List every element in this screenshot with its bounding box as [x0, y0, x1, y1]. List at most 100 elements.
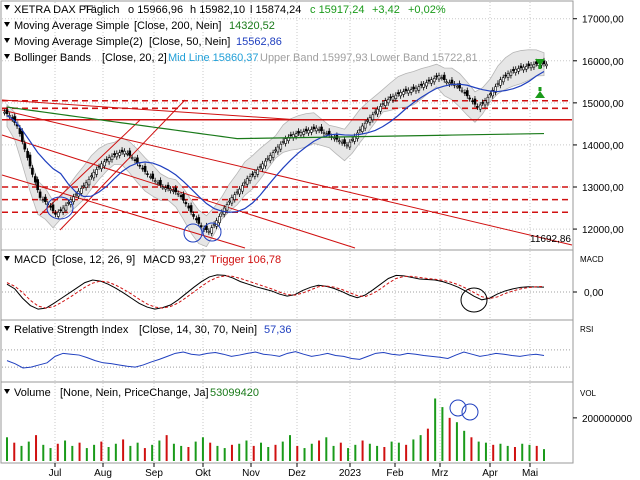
- candle-body: [430, 79, 433, 84]
- candle-body: [532, 63, 536, 68]
- candle-body: [161, 186, 165, 189]
- sma200-params: [Close, 200, Nein]: [134, 20, 221, 32]
- candle-body: [386, 99, 390, 104]
- svg-text:l 15874,24: l 15874,24: [250, 4, 301, 16]
- candle-body: [284, 138, 287, 144]
- candle-body: [230, 197, 234, 204]
- arrow-up-icon: [535, 91, 545, 98]
- candle-body: [455, 85, 459, 88]
- collapse-triangle-icon[interactable]: [4, 5, 10, 10]
- candle-body: [245, 178, 249, 185]
- candle-body: [51, 204, 55, 212]
- macd-tick-label: 0,00: [584, 288, 604, 299]
- candle-body: [31, 167, 34, 175]
- candle-body: [159, 179, 162, 186]
- bollinger-upper-value: 15997,93: [322, 52, 368, 64]
- sma50-label: Moving Average Simple(2): [14, 36, 143, 48]
- candle-body: [266, 157, 270, 160]
- candle-body: [33, 176, 37, 183]
- candle-body: [268, 155, 272, 161]
- candle-body: [23, 143, 27, 150]
- svg-text:MACD 93,27: MACD 93,27: [143, 254, 206, 266]
- high-value: 15982,10: [199, 4, 245, 16]
- candle-body: [54, 212, 57, 215]
- candle-body: [120, 149, 124, 153]
- highlight-circle: [183, 223, 203, 243]
- candle-body: [425, 82, 428, 87]
- candle-body: [460, 89, 464, 92]
- svg-text:Mid Line 15860,37: Mid Line 15860,37: [168, 52, 259, 64]
- candle-body: [501, 77, 505, 83]
- candle-body: [82, 185, 86, 187]
- bollinger-label: Bollinger Bands: [14, 52, 92, 64]
- candle-body: [302, 131, 306, 135]
- candle-body: [151, 173, 155, 179]
- candle-body: [41, 199, 45, 201]
- candle-body: [417, 86, 421, 91]
- candle-body: [192, 214, 195, 217]
- svg-text:o 15966,96: o 15966,96: [128, 4, 183, 16]
- macd-pane: [0, 249, 574, 321]
- candle-body: [156, 182, 160, 185]
- candle-body: [337, 140, 341, 143]
- rsi-axis-title: RSI: [580, 325, 593, 334]
- bollinger-upper-label: Upper Band: [260, 52, 319, 64]
- collapse-triangle-icon[interactable]: [4, 256, 10, 261]
- candle-body: [371, 114, 375, 120]
- candle-body: [363, 122, 367, 129]
- candle-body: [422, 83, 425, 88]
- x-tick-label: Dez: [288, 468, 306, 479]
- candle-body: [322, 132, 326, 134]
- svg-text:h 15982,10: h 15982,10: [190, 4, 245, 16]
- rsi-layer: [2, 349, 572, 369]
- candle-body: [514, 68, 518, 74]
- candle-body: [458, 83, 461, 89]
- candle-body: [432, 78, 436, 83]
- candle-body: [248, 176, 252, 181]
- volume-pane: [0, 381, 574, 464]
- candle-body: [486, 96, 490, 104]
- sma200-line: [6, 106, 545, 140]
- collapse-triangle-icon[interactable]: [4, 389, 10, 394]
- y-tick-label: 13000,00: [582, 183, 624, 194]
- candle-body: [509, 71, 513, 76]
- candle-body: [542, 60, 546, 65]
- volume-axis-title: VOL: [580, 389, 597, 398]
- candle-body: [481, 102, 484, 104]
- x-tick-label: Feb: [386, 468, 404, 479]
- macd-layer: [2, 274, 572, 313]
- x-tick-label: Apr: [482, 468, 498, 479]
- highlight-circle: [46, 196, 74, 220]
- instrument-name: XETRA DAX PF: [14, 4, 93, 16]
- collapse-triangle-icon[interactable]: [4, 326, 10, 331]
- x-tick-label: Aug: [94, 468, 112, 479]
- collapse-triangle-icon[interactable]: [4, 54, 10, 59]
- candle-body: [389, 96, 392, 99]
- collapse-triangle-icon[interactable]: [4, 22, 10, 27]
- candle-body: [74, 193, 78, 196]
- y-tick-label: 14000,00: [582, 141, 624, 152]
- candle-body: [138, 164, 142, 167]
- candle-body: [164, 187, 167, 190]
- candle-body: [276, 146, 280, 153]
- candle-body: [261, 163, 264, 170]
- rsi-line: [6, 351, 545, 369]
- candle-body: [340, 141, 344, 144]
- candle-body: [72, 196, 75, 203]
- candle-body: [545, 63, 548, 67]
- collapse-triangle-icon[interactable]: [4, 38, 10, 43]
- x-tick-label: 2023: [339, 468, 362, 479]
- change-value: +3,42: [372, 4, 400, 16]
- candle-body: [126, 153, 129, 155]
- candle-body: [184, 202, 188, 205]
- highlight-circle: [202, 222, 222, 242]
- candle-body: [360, 125, 364, 132]
- candle-body: [5, 109, 9, 115]
- candle-body: [465, 90, 469, 97]
- candle-body: [253, 171, 257, 177]
- candle-body: [476, 106, 479, 108]
- svg-text:Upper Band 15997,93: Upper Band 15997,93: [260, 52, 368, 64]
- candle-body: [299, 132, 303, 136]
- candle-body: [118, 152, 121, 156]
- candle-body: [143, 165, 147, 172]
